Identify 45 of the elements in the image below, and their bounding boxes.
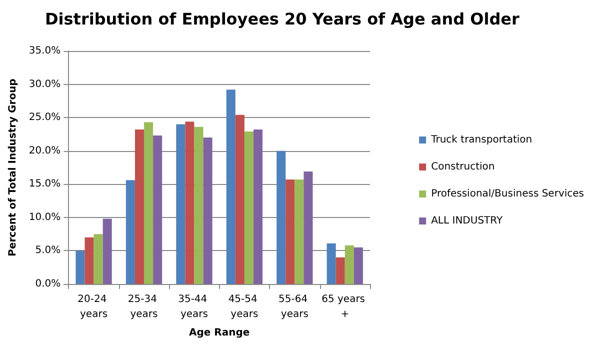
bar bbox=[144, 122, 154, 284]
bar bbox=[194, 126, 204, 284]
legend-label: Truck transportation bbox=[430, 134, 532, 146]
legend-label: Professional/Business Services bbox=[431, 188, 584, 200]
bar bbox=[336, 257, 345, 284]
bar bbox=[344, 245, 354, 284]
y-axis-title: Percent of Total Industry Group bbox=[8, 78, 18, 256]
x-tick-label: 45-54 years bbox=[228, 294, 261, 320]
bar bbox=[134, 130, 144, 284]
bar bbox=[226, 90, 236, 284]
bar bbox=[286, 179, 295, 284]
bar bbox=[203, 138, 212, 284]
x-tick-label: 25-34 years bbox=[128, 294, 160, 320]
y-tick-label: 15.0% bbox=[28, 178, 61, 190]
bar bbox=[235, 114, 244, 284]
x-tick-label: 65 years + bbox=[322, 294, 368, 320]
y-tick-label: 30.0% bbox=[28, 78, 61, 90]
y-tick-label: 0.0% bbox=[35, 278, 61, 290]
y-tick-label: 5.0% bbox=[35, 245, 61, 256]
y-tick-label: 20.0% bbox=[28, 145, 61, 156]
bar bbox=[244, 132, 254, 284]
bar bbox=[354, 247, 363, 284]
legend-label: ALL INDUSTRY bbox=[431, 216, 504, 226]
bar bbox=[276, 150, 286, 284]
x-tick-label: 55-64 years bbox=[278, 294, 311, 320]
bar bbox=[153, 136, 162, 284]
legend-label: Construction bbox=[431, 162, 495, 172]
bar bbox=[102, 218, 112, 284]
bar bbox=[126, 180, 135, 284]
bar bbox=[304, 171, 313, 284]
y-tick-label: 25.0% bbox=[28, 112, 61, 124]
x-axis-title: Age Range bbox=[189, 328, 250, 338]
x-tick-label: 35-44 years bbox=[178, 294, 210, 320]
x-tick-label: 20-24 years bbox=[78, 294, 110, 320]
bar bbox=[84, 237, 94, 284]
bar bbox=[294, 179, 304, 284]
chart-title: Distribution of Employees 20 Years of Age and Older bbox=[45, 10, 520, 28]
bar bbox=[326, 243, 336, 284]
bar bbox=[76, 250, 85, 284]
y-tick-label: 35.0% bbox=[28, 46, 61, 56]
y-tick-label: 10.0% bbox=[28, 212, 61, 223]
bar bbox=[185, 122, 194, 284]
bar bbox=[94, 234, 103, 284]
bar bbox=[253, 130, 263, 284]
bar bbox=[176, 124, 186, 284]
